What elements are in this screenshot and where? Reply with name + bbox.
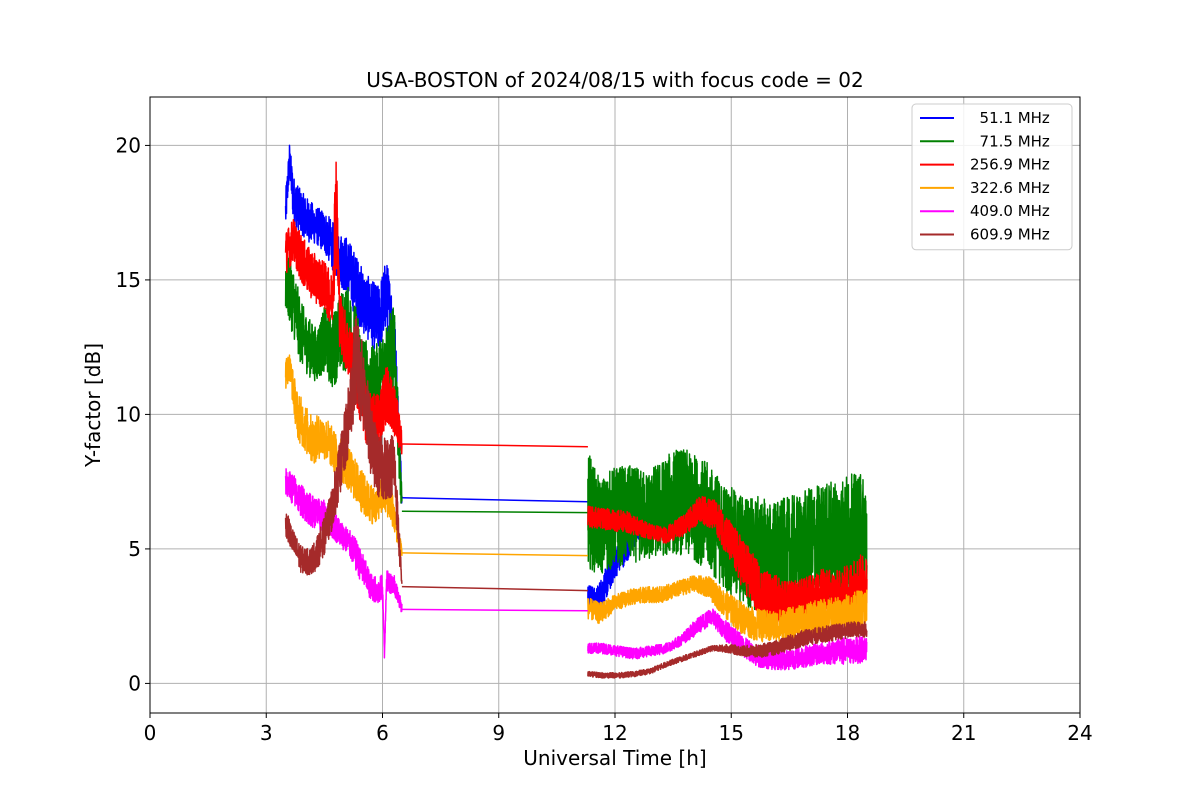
y-tick-label: 5 <box>128 537 141 561</box>
series-1-segment-2 <box>587 449 868 618</box>
x-tick-label: 24 <box>1067 721 1092 745</box>
x-tick-label: 15 <box>719 721 744 745</box>
series-5 <box>284 316 868 679</box>
series-3-segment-2 <box>587 575 868 643</box>
legend-label: 256.9 MHz <box>970 156 1050 174</box>
series-5-segment-2 <box>587 621 868 679</box>
series-0-segment-0 <box>284 144 403 504</box>
series-0-segment-1 <box>401 497 588 503</box>
series-4-segment-0 <box>284 468 403 659</box>
legend-label: 71.5 MHz <box>970 132 1050 150</box>
x-tick-label: 12 <box>602 721 627 745</box>
x-tick-label: 9 <box>492 721 505 745</box>
series-5-segment-0 <box>284 316 403 584</box>
legend-label: 51.1 MHz <box>970 109 1050 127</box>
series-4 <box>284 468 868 671</box>
series-3-segment-1 <box>401 552 588 557</box>
x-tick-label: 0 <box>144 721 157 745</box>
series-4-segment-2 <box>587 608 868 671</box>
x-tick-label: 21 <box>951 721 976 745</box>
chart-title: USA-BOSTON of 2024/08/15 with focus code… <box>366 68 863 92</box>
y-axis-label: Y-factor [dB] <box>81 343 105 468</box>
legend: 51.1 MHz 71.5 MHz 256.9 MHz 322.6 MHz 409.0… <box>911 103 1073 251</box>
series-4-segment-1 <box>401 608 588 612</box>
series-1-segment-1 <box>401 510 588 514</box>
y-tick-label: 20 <box>116 133 141 157</box>
x-axis-label: Universal Time [h] <box>523 746 706 770</box>
series-3-segment-0 <box>284 354 403 557</box>
series-2-segment-0 <box>284 161 403 461</box>
ticks: 0 3 6 9 12 15 18 21 24 0 5 10 15 20 <box>116 133 1093 745</box>
legend-label: 609.9 MHz <box>970 226 1050 244</box>
series-3 <box>284 354 868 643</box>
x-tick-label: 18 <box>835 721 860 745</box>
x-tick-label: 6 <box>376 721 389 745</box>
series-layer <box>284 144 868 679</box>
x-tick-label: 3 <box>260 721 273 745</box>
y-tick-label: 15 <box>116 268 141 292</box>
legend-label: 322.6 MHz <box>970 179 1050 197</box>
series-5-segment-1 <box>401 585 588 592</box>
legend-label: 409.0 MHz <box>970 202 1050 220</box>
series-2-segment-1 <box>401 443 588 448</box>
y-tick-label: 0 <box>128 671 141 695</box>
y-tick-label: 10 <box>116 402 141 426</box>
